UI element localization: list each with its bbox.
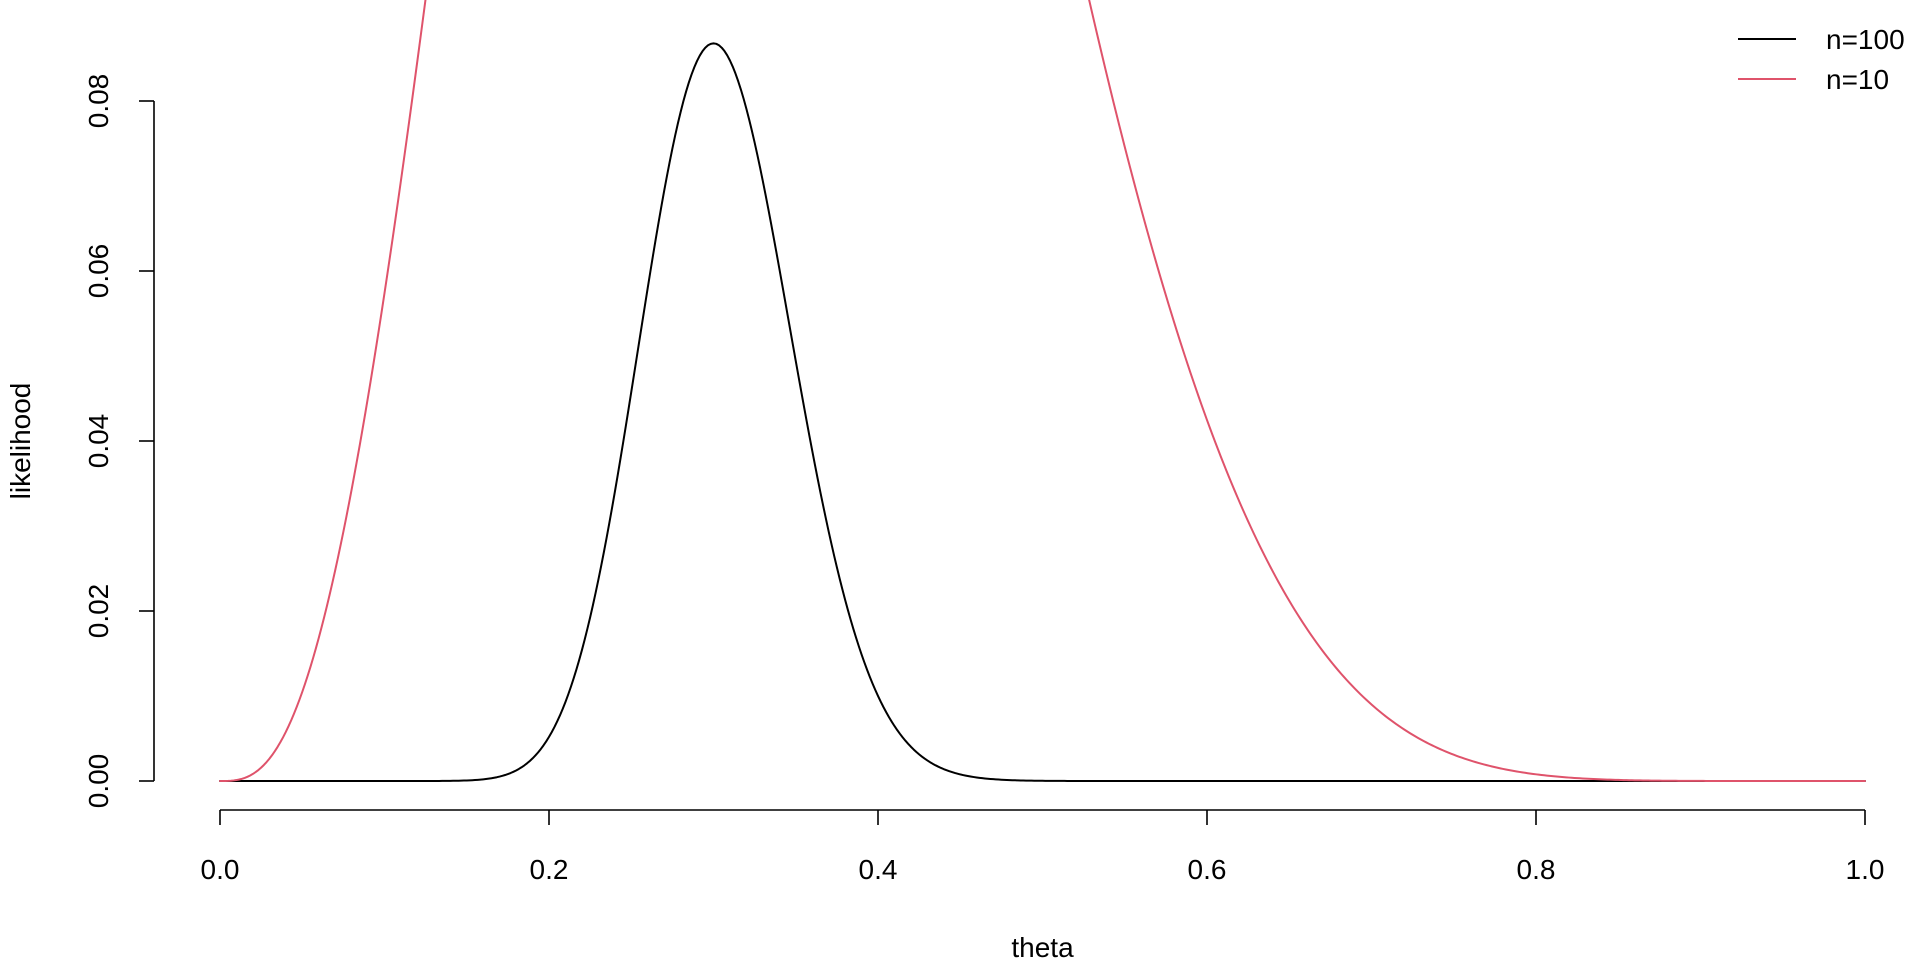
y-tick-label: 0.04 bbox=[83, 414, 114, 469]
x-tick-label: 0.8 bbox=[1517, 854, 1556, 885]
y-tick-label: 0.02 bbox=[83, 584, 114, 639]
x-tick-label: 0.6 bbox=[1188, 854, 1227, 885]
y-tick-label: 0.06 bbox=[83, 244, 114, 299]
legend: n=100 n=10 bbox=[1738, 24, 1905, 95]
legend-label: n=100 bbox=[1826, 24, 1905, 55]
x-tick-label: 0.4 bbox=[859, 854, 898, 885]
y-axis: 0.00 0.02 0.04 0.06 0.08 bbox=[83, 74, 155, 809]
x-axis: 0.0 0.2 0.4 0.6 0.8 1.0 bbox=[201, 809, 1885, 885]
x-tick-label: 0.0 bbox=[201, 854, 240, 885]
y-tick-label: 0.00 bbox=[83, 754, 114, 809]
x-axis-title: theta bbox=[1011, 932, 1074, 960]
series-line-n-10 bbox=[219, 0, 1866, 782]
x-tick-label: 0.2 bbox=[530, 854, 569, 885]
y-tick-label: 0.08 bbox=[83, 74, 114, 129]
legend-label: n=10 bbox=[1826, 64, 1889, 95]
plot-area bbox=[219, 0, 1866, 782]
x-tick-label: 1.0 bbox=[1846, 854, 1885, 885]
y-axis-title: likelihood bbox=[5, 383, 36, 500]
series-line-n-100 bbox=[219, 42, 1866, 782]
